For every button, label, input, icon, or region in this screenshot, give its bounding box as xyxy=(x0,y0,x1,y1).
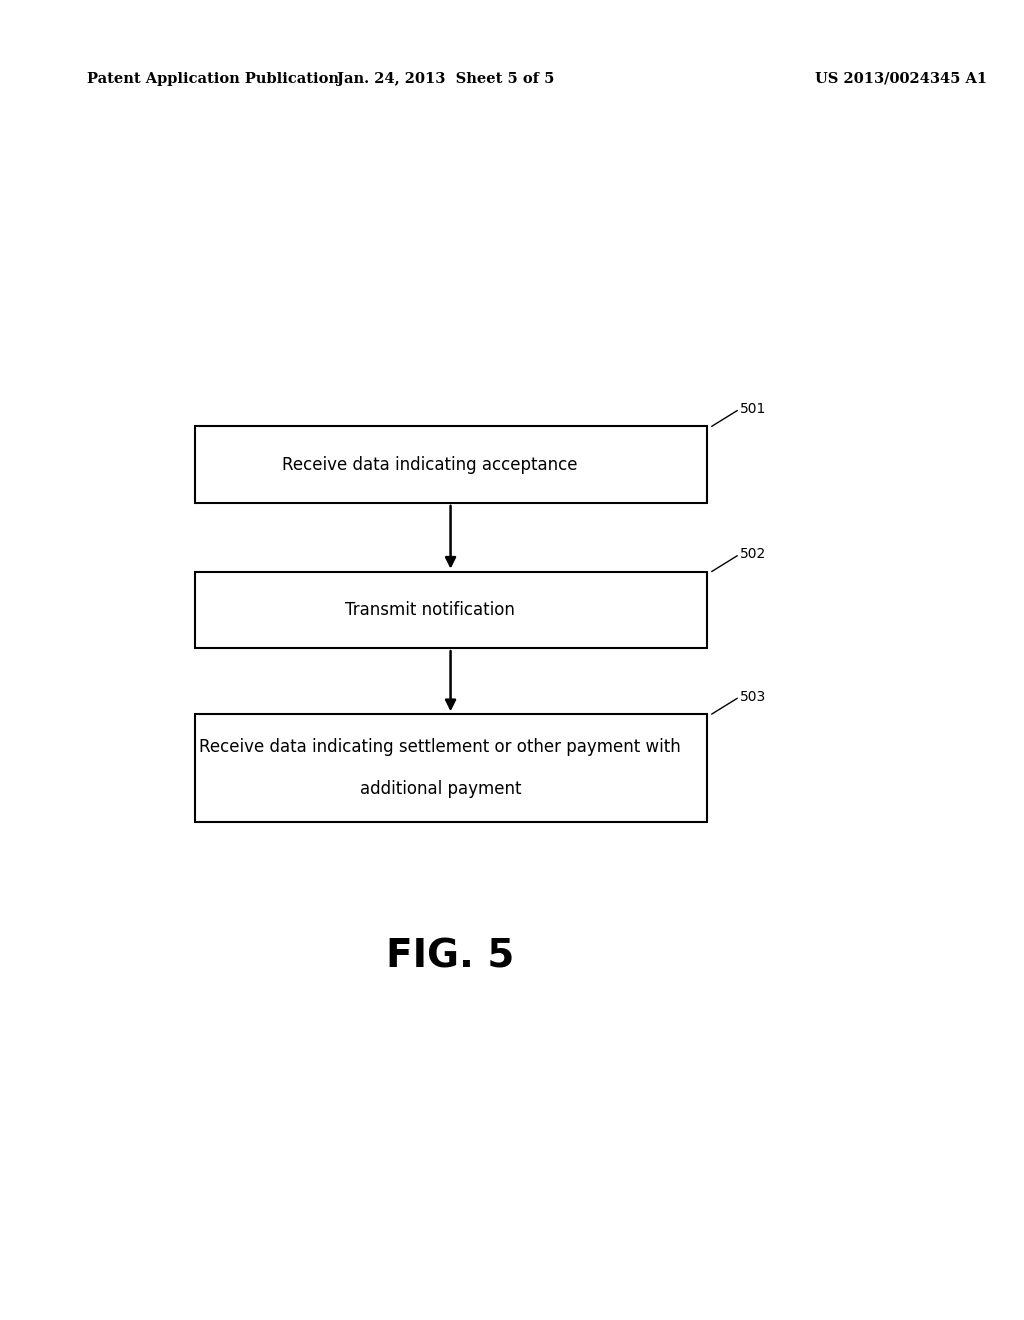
Text: Patent Application Publication: Patent Application Publication xyxy=(87,73,339,86)
Text: Receive data indicating settlement or other payment with: Receive data indicating settlement or ot… xyxy=(200,738,681,756)
Bar xyxy=(195,714,707,822)
Text: 501: 501 xyxy=(740,403,767,416)
Text: 503: 503 xyxy=(740,690,767,704)
Text: Receive data indicating acceptance: Receive data indicating acceptance xyxy=(283,455,578,474)
Text: US 2013/0024345 A1: US 2013/0024345 A1 xyxy=(815,73,987,86)
Text: Jan. 24, 2013  Sheet 5 of 5: Jan. 24, 2013 Sheet 5 of 5 xyxy=(337,73,554,86)
Text: Transmit notification: Transmit notification xyxy=(345,601,515,619)
Text: additional payment: additional payment xyxy=(359,780,521,799)
Bar xyxy=(195,426,707,503)
Bar xyxy=(195,572,707,648)
Text: 502: 502 xyxy=(740,548,767,561)
Text: FIG. 5: FIG. 5 xyxy=(386,939,515,975)
